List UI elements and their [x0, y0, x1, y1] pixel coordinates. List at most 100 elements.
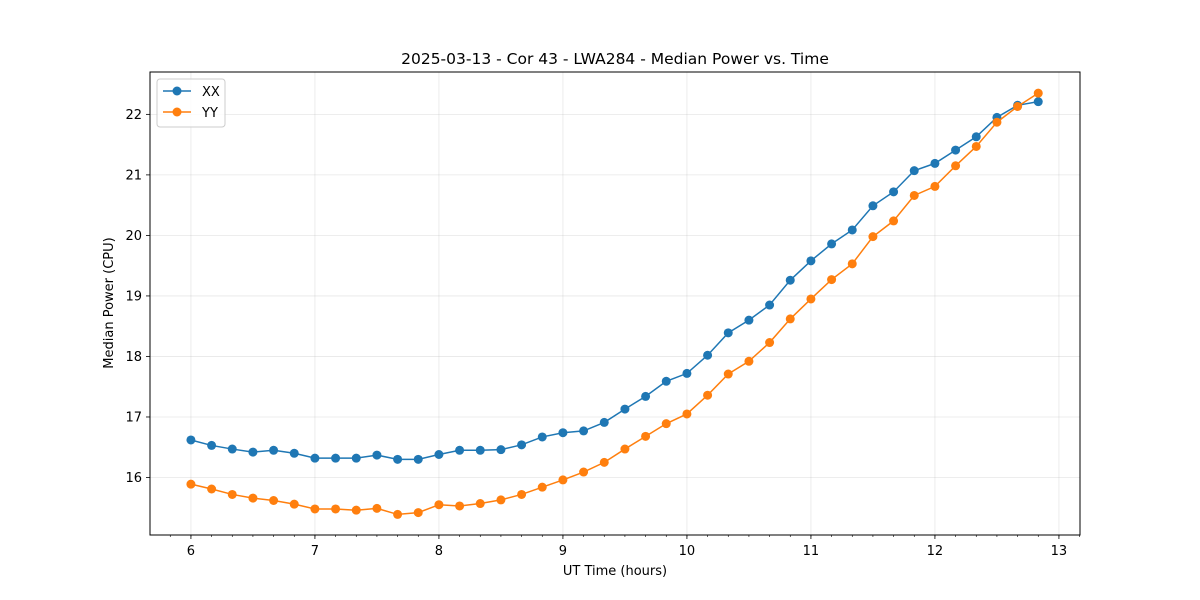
data-point-yy — [227, 489, 237, 499]
data-point-xx — [971, 132, 981, 142]
data-point-xx — [641, 391, 651, 401]
data-point-xx — [785, 275, 795, 285]
data-point-yy — [331, 504, 341, 514]
data-point-xx — [393, 454, 403, 464]
chart-title: 2025-03-13 - Cor 43 - LWA284 - Median Po… — [401, 50, 829, 68]
data-point-yy — [289, 499, 299, 509]
x-tick-label: 10 — [679, 544, 696, 559]
plot-area-frame — [149, 71, 1081, 536]
y-tick-label: 17 — [125, 410, 142, 425]
y-axis-label: Median Power (CPU) — [102, 237, 117, 368]
data-point-yy — [393, 509, 403, 519]
data-point-xx — [827, 239, 837, 249]
data-point-yy — [434, 500, 444, 510]
x-tick-label: 7 — [311, 544, 319, 559]
grid-lines — [150, 72, 1080, 535]
data-point-yy — [806, 294, 816, 304]
data-point-xx — [351, 453, 361, 463]
x-tick-label: 13 — [1051, 544, 1068, 559]
x-axis-label: UT Time (hours) — [563, 564, 667, 579]
legend-marker-xx — [172, 86, 182, 96]
data-point-xx — [868, 201, 878, 211]
x-tick-label: 8 — [435, 544, 443, 559]
data-point-yy — [765, 338, 775, 348]
data-point-xx — [475, 445, 485, 455]
data-point-yy — [723, 369, 733, 379]
data-point-xx — [310, 453, 320, 463]
data-point-xx — [661, 376, 671, 386]
legend-label-xx: XX — [202, 85, 220, 100]
y-tick-label: 16 — [125, 471, 142, 486]
axis-ticks: 6 7 8 9 10 11 12 13 16 17 18 19 20 21 22 — [125, 108, 1080, 559]
y-tick-label: 20 — [125, 229, 142, 244]
x-tick-label: 9 — [559, 544, 567, 559]
x-tick-label: 6 — [187, 544, 195, 559]
data-point-xx — [289, 448, 299, 458]
data-point-xx — [496, 445, 506, 455]
data-point-yy — [186, 479, 196, 489]
data-point-xx — [434, 450, 444, 460]
y-tick-label: 22 — [125, 108, 142, 123]
data-point-yy — [909, 190, 919, 200]
data-point-yy — [682, 409, 692, 419]
y-tick-label: 18 — [125, 350, 142, 365]
data-point-yy — [620, 444, 630, 454]
data-point-yy — [1013, 101, 1023, 111]
data-point-yy — [310, 504, 320, 514]
data-point-xx — [248, 447, 258, 457]
legend-marker-yy — [172, 107, 182, 117]
data-point-yy — [579, 467, 589, 477]
x-tick-label: 12 — [927, 544, 944, 559]
data-point-yy — [661, 419, 671, 429]
data-point-yy — [517, 489, 527, 499]
data-point-yy — [641, 431, 651, 441]
y-tick-label: 19 — [125, 289, 142, 304]
data-point-yy — [269, 496, 279, 506]
data-point-yy — [889, 216, 899, 226]
data-point-xx — [331, 453, 341, 463]
data-point-yy — [351, 505, 361, 515]
data-point-yy — [599, 457, 609, 467]
x-tick-label: 11 — [803, 544, 820, 559]
data-point-xx — [620, 404, 630, 414]
data-point-xx — [909, 166, 919, 176]
data-point-yy — [744, 356, 754, 366]
data-point-yy — [372, 503, 382, 513]
data-point-xx — [703, 350, 713, 360]
data-point-xx — [558, 428, 568, 438]
data-point-yy — [827, 275, 837, 285]
data-point-yy — [971, 141, 981, 151]
data-point-xx — [1033, 97, 1043, 107]
data-point-xx — [847, 225, 857, 235]
data-point-xx — [413, 454, 423, 464]
data-point-xx — [269, 445, 279, 455]
data-point-xx — [579, 426, 589, 436]
data-point-yy — [951, 161, 961, 171]
data-point-xx — [889, 187, 899, 197]
data-point-yy — [248, 493, 258, 503]
legend: XX YY — [156, 78, 226, 128]
data-point-xx — [517, 440, 527, 450]
data-point-xx — [723, 328, 733, 338]
data-point-yy — [496, 495, 506, 505]
data-point-yy — [992, 117, 1002, 127]
data-point-yy — [847, 259, 857, 269]
data-point-xx — [765, 300, 775, 310]
data-point-yy — [413, 508, 423, 518]
data-point-yy — [455, 501, 465, 511]
data-point-xx — [951, 145, 961, 155]
data-point-xx — [227, 444, 237, 454]
data-series — [186, 88, 1043, 519]
data-point-yy — [207, 484, 217, 494]
legend-label-yy: YY — [201, 106, 218, 121]
data-point-xx — [744, 315, 754, 325]
data-point-yy — [703, 390, 713, 400]
data-point-xx — [599, 417, 609, 427]
data-point-yy — [537, 482, 547, 492]
data-point-xx — [682, 368, 692, 378]
data-point-yy — [930, 181, 940, 191]
data-point-xx — [186, 435, 196, 445]
data-point-xx — [537, 432, 547, 442]
data-point-xx — [806, 256, 816, 266]
